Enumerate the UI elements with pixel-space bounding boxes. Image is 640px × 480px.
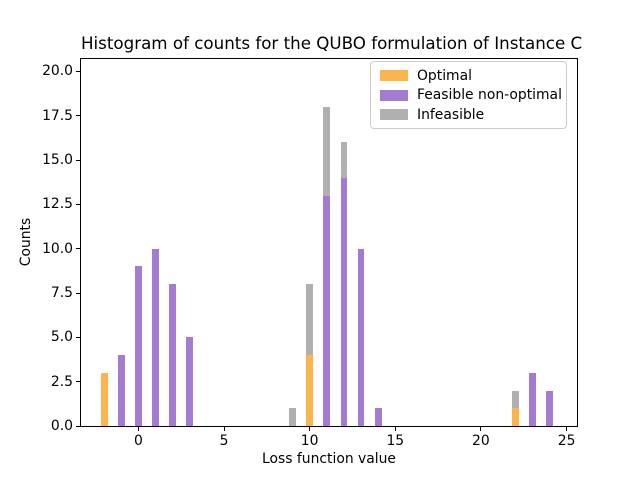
bar-infeasible-x11: [323, 106, 331, 196]
legend-swatch-optimal: [380, 70, 408, 81]
legend-label-optimal: Optimal: [417, 67, 472, 84]
x-tick-label-5: 5: [219, 433, 229, 449]
y-tick-label-10.0: 10.0: [42, 240, 73, 257]
bar-feasible-non-optimal-x1: [152, 248, 159, 426]
y-tick-mark-12.5: [76, 203, 80, 205]
bar-feasible-non-optimal-x-1: [117, 355, 125, 426]
y-tick-mark-15.0: [76, 159, 80, 161]
y-tick-label-2.5: 2.5: [50, 373, 73, 390]
bar-infeasible-x12: [340, 142, 348, 178]
y-tick-label-7.5: 7.5: [50, 285, 73, 301]
bar-feasible-non-optimal-x0: [135, 266, 142, 426]
y-axis-label: Counts: [18, 217, 34, 267]
x-tick-mark-10: [309, 427, 311, 431]
bar-infeasible-x22: [511, 390, 519, 409]
bar-feasible-non-optimal-x12: [340, 177, 348, 426]
bar-infeasible-x10: [306, 284, 314, 356]
bar-feasible-non-optimal-x3: [186, 337, 194, 426]
bar-feasible-non-optimal-x2: [169, 284, 177, 426]
y-tick-label-12.5: 12.5: [42, 196, 73, 213]
y-tick-label-17.5: 17.5: [42, 107, 73, 124]
y-tick-mark-2.5: [76, 381, 80, 383]
bar-optimal-x10: [306, 355, 314, 426]
x-tick-mark-5: [223, 427, 225, 431]
legend: Optimal Feasible non-optimal Infeasible: [370, 61, 567, 129]
y-tick-label-20.0: 20.0: [42, 63, 73, 80]
x-tick-mark-15: [394, 427, 396, 431]
legend-label-infeasible: Infeasible: [417, 106, 485, 123]
legend-swatch-feasible-non-optimal: [380, 89, 408, 101]
plot-area: [80, 58, 578, 427]
legend-item-infeasible: Infeasible: [380, 107, 557, 123]
x-tick-label-25: 25: [557, 433, 576, 449]
y-tick-mark-17.5: [76, 115, 80, 117]
x-tick-label-10: 10: [300, 433, 319, 449]
x-axis-label: Loss function value: [262, 451, 396, 467]
legend-label-feasible-non-optimal: Feasible non-optimal: [417, 87, 562, 103]
bar-feasible-non-optimal-x14: [374, 408, 382, 426]
x-tick-mark-0: [137, 427, 139, 431]
bar-optimal-x22: [511, 408, 519, 426]
y-tick-label-5.0: 5.0: [50, 329, 73, 346]
y-tick-mark-7.5: [76, 292, 80, 294]
y-tick-mark-10.0: [76, 248, 80, 250]
x-tick-label-0: 0: [133, 433, 143, 449]
bar-feasible-non-optimal-x13: [357, 248, 365, 426]
bar-feasible-non-optimal-x24: [546, 390, 553, 426]
bar-optimal-x-2: [100, 372, 108, 426]
bar-feasible-non-optimal-x23: [528, 372, 536, 426]
legend-item-optimal: Optimal: [380, 68, 557, 84]
y-tick-label-0.0: 0.0: [50, 418, 73, 434]
x-tick-label-20: 20: [472, 433, 490, 449]
bar-infeasible-x9: [289, 408, 296, 426]
y-tick-mark-5.0: [76, 336, 80, 338]
y-tick-label-15.0: 15.0: [42, 152, 73, 169]
legend-item-feasible-non-optimal: Feasible non-optimal: [380, 87, 562, 103]
y-tick-mark-20.0: [76, 70, 80, 72]
y-tick-mark-0.0: [76, 425, 80, 427]
x-tick-label-15: 15: [386, 433, 405, 449]
x-tick-mark-25: [566, 427, 568, 431]
bar-feasible-non-optimal-x11: [323, 195, 331, 426]
legend-swatch-infeasible: [380, 109, 408, 120]
x-tick-mark-20: [480, 427, 482, 431]
chart-title: Histogram of counts for the QUBO formula…: [81, 33, 583, 53]
